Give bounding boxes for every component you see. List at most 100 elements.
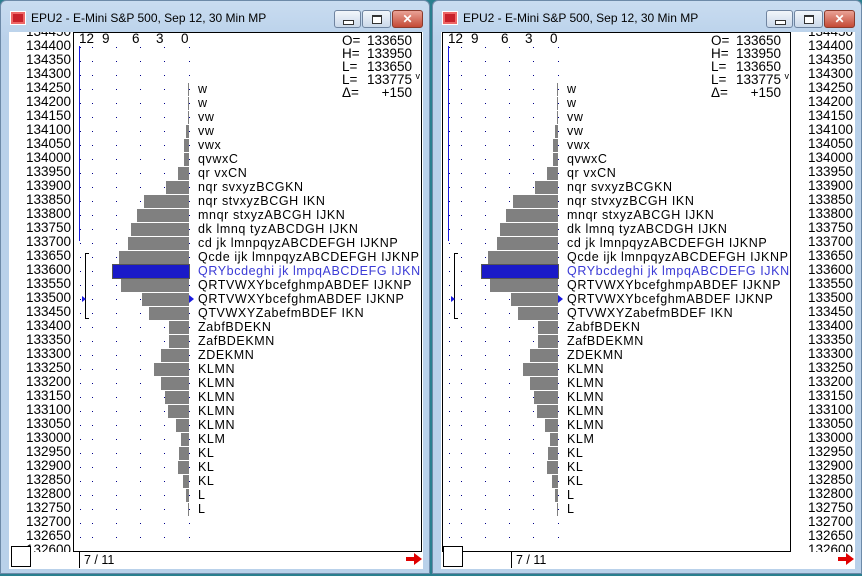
grid-dot [189,187,190,188]
grid-dot [116,509,117,510]
grid-dot [449,131,450,132]
grid-dot [80,355,81,356]
grid-dot [509,369,510,370]
price-label: 133250 [25,360,71,375]
grid-dot [164,89,165,90]
color-swatch[interactable] [443,546,463,567]
grid-dot [116,537,117,538]
grid-dot [485,131,486,132]
grid-dot [189,215,190,216]
tpo-letters: w [198,96,208,110]
title-bar[interactable]: EPU2 - E-Mini S&P 500, Sep 12, 30 Min MP… [1,1,429,31]
profile-chart[interactable]: 12 9 6 3 0 w w vw vw vwx qvwxC qr vxCN nqr svxyzBCGK… [73,32,422,552]
grid-dot [449,397,450,398]
grid-dot [92,509,93,510]
tpo-letters: nqr svxyzBCGKN [198,180,304,194]
app-icon [442,11,458,25]
grid-dot [140,425,141,426]
title-bar[interactable]: EPU2 - E-Mini S&P 500, Sep 12, 30 Min MP… [433,1,861,31]
price-label: 134200 [807,94,853,109]
grid-dot [164,467,165,468]
grid-dot [449,243,450,244]
grid-dot [164,75,165,76]
grid-dot [449,173,450,174]
close-button[interactable]: ✕ [824,10,855,28]
grid-dot [461,257,462,258]
grid-dot [140,383,141,384]
grid-dot [140,481,141,482]
grid-dot [92,229,93,230]
grid-dot [485,453,486,454]
grid-dot [558,481,559,482]
grid-dot [449,89,450,90]
color-swatch[interactable] [11,546,31,567]
volume-bar [168,405,189,418]
profile-chart[interactable]: 12 9 6 3 0 w w vw vw vwx qvwxC qr vxCN nqr svxyzBCGK… [442,32,791,552]
grid-dot [189,271,190,272]
price-label: 134000 [25,150,71,165]
price-label: 133150 [25,388,71,403]
minimize-button[interactable] [334,10,361,28]
grid-dot [509,425,510,426]
grid-dot [80,285,81,286]
price-label: 133350 [25,332,71,347]
grid-dot [80,47,81,48]
tpo-letters: L [567,502,575,516]
grid-dot [461,453,462,454]
price-label: 133700 [25,234,71,249]
tpo-letters: nqr stvxyzBCGH IKN [567,194,695,208]
grid-dot [449,313,450,314]
maximize-button[interactable] [794,10,823,28]
grid-dot [449,215,450,216]
volume-bar [169,335,189,348]
grid-dot [189,243,190,244]
volume-bar [548,447,558,460]
price-label: 133750 [807,220,853,235]
grid-dot [140,453,141,454]
price-label: 132850 [25,472,71,487]
grid-dot [164,509,165,510]
grid-dot [509,61,510,62]
close-button[interactable]: ✕ [392,10,423,28]
grid-dot [80,453,81,454]
grid-dot [140,201,141,202]
grid-dot [533,145,534,146]
grid-dot [558,257,559,258]
minimize-button[interactable] [766,10,793,28]
grid-dot [558,75,559,76]
grid-dot [189,131,190,132]
grid-dot [116,201,117,202]
grid-dot [164,103,165,104]
grid-dot [80,327,81,328]
grid-dot [80,271,81,272]
grid-dot [558,313,559,314]
grid-dot [485,481,486,482]
grid-dot [116,327,117,328]
grid-dot [461,313,462,314]
price-label: 134100 [25,122,71,137]
grid-dot [485,285,486,286]
grid-dot [80,313,81,314]
grid-dot [189,355,190,356]
price-label: 133700 [807,234,853,249]
scale-line [79,46,80,241]
grid-dot [140,495,141,496]
grid-dot [461,243,462,244]
grid-dot [509,173,510,174]
price-label: 134200 [25,94,71,109]
grid-dot [449,453,450,454]
volume-bar [556,111,558,124]
maximize-button[interactable] [362,10,391,28]
grid-dot [164,425,165,426]
grid-dot [461,271,462,272]
grid-dot [461,117,462,118]
next-arrow-icon[interactable] [406,552,422,565]
grid-dot [461,61,462,62]
grid-dot [116,173,117,174]
tpo-letters: QTVWXYZabefmBDEF IKN [567,306,734,320]
grid-dot [189,397,190,398]
grid-dot [509,523,510,524]
volume-bar [149,307,189,320]
marker-right-icon [558,295,563,303]
next-arrow-icon[interactable] [838,552,854,565]
